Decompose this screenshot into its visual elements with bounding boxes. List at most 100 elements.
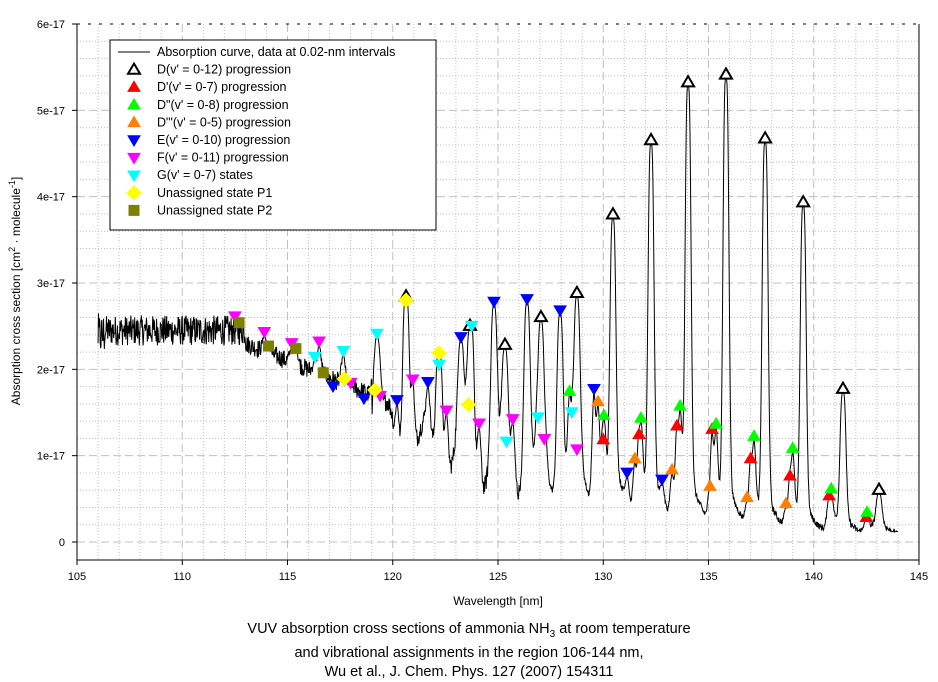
markers-layer [228,66,887,522]
legend: Absorption curve, data at 0.02-nm interv… [109,39,437,231]
data-marker [709,417,723,429]
data-marker [665,462,679,475]
legend-label: Unassigned state P2 [157,203,272,217]
y-tick-label: 2e-17 [37,364,65,376]
y-tick-labels: 0 1e-17 2e-17 3e-17 4e-17 5e-17 6e-17 [37,19,65,549]
legend-item-curve: Absorption curve, data at 0.02-nm interv… [118,45,395,59]
data-marker [460,397,477,413]
data-marker [795,194,811,208]
data-marker [533,309,549,323]
data-marker [591,394,605,407]
data-marker [257,326,272,339]
series-4-markers [326,294,669,487]
data-marker [290,343,302,355]
caption-line-2: and vibrational assignments in the regio… [294,644,644,661]
series-7-markers [336,292,477,413]
legend-marker [127,97,141,110]
y-tick-label: 4e-17 [37,192,65,204]
data-marker [307,352,322,364]
series-6-markers [307,320,579,449]
x-tick-label: 135 [699,571,717,583]
data-marker [390,395,404,407]
data-marker [233,317,245,329]
data-marker [743,451,758,464]
legend-label: D"(v' = 0-8) progression [157,98,289,112]
data-marker [263,340,275,352]
data-marker [472,418,486,431]
legend-marker [126,185,142,201]
legend-item: Unassigned state P2 [128,203,272,217]
legend-label: G(v' = 0-7) states [157,168,253,182]
x-tick-labels: 105 110 115 120 125 130 135 140 145 [68,571,928,583]
y-tick-label: 6e-17 [37,19,65,31]
data-marker [620,467,634,480]
legend-item: E(v' = 0-10) progression [127,133,290,147]
legend-label: E(v' = 0-10) progression [157,133,290,147]
axes [72,23,920,565]
y-axis-title: Absorption cross section [cm2 · molecule… [7,177,23,405]
data-marker [570,444,584,457]
data-marker [370,328,384,341]
legend-marker [127,115,141,128]
data-marker [783,468,797,481]
data-marker [421,377,435,389]
data-marker [228,311,242,324]
series-3-markers [591,394,793,509]
data-marker [487,296,501,309]
legend-label: D(v' = 0-12) progression [157,63,291,77]
data-marker [336,371,353,387]
figure-caption: VUV absorption cross sections of ammonia… [0,620,938,682]
legend-item: D"'(v' = 0-5) progression [127,115,291,129]
legend-label: Absorption curve, data at 0.02-nm interv… [157,45,395,59]
data-marker [871,481,887,495]
data-marker [643,132,659,146]
legend-item: Unassigned state P1 [126,185,272,201]
data-marker [454,332,468,344]
data-marker [655,474,669,487]
data-marker [757,130,773,144]
major-grid [77,24,919,560]
data-marker [505,414,520,426]
series-8-markers [233,317,329,379]
series-0-markers [398,66,887,495]
legend-label: D"'(v' = 0-5) progression [157,115,291,129]
legend-marker [127,152,141,165]
data-marker [367,382,383,398]
data-marker [439,405,454,418]
legend-item: F(v' = 0-11) progression [127,151,289,165]
legend-marker [127,80,141,92]
data-marker [398,292,414,308]
data-marker [785,441,800,453]
series-2-markers [562,384,874,517]
y-tick-label: 5e-17 [37,105,65,117]
data-marker [747,429,761,441]
legend-marker [128,204,140,216]
legend-label: D'(v' = 0-7) progression [157,80,287,94]
legend-box [109,39,437,231]
data-marker [587,383,601,396]
legend-item: D(v' = 0-12) progression [126,61,291,77]
data-marker [431,345,447,361]
x-tick-label: 125 [489,571,507,583]
x-tick-label: 110 [173,571,191,583]
legend-label: Unassigned state P1 [157,186,272,200]
x-tick-label: 145 [910,571,928,583]
legend-label: F(v' = 0-11) progression [157,151,289,165]
series-1-markers [596,418,874,522]
legend-item: G(v' = 0-7) states [127,168,253,182]
x-tick-label: 115 [279,571,297,583]
data-marker [779,496,793,509]
data-marker [357,393,371,406]
y-tick-label: 1e-17 [37,451,65,463]
data-marker [680,74,696,88]
data-marker [596,432,611,445]
caption-line-3: Wu et al., J. Chem. Phys. 127 (2007) 154… [324,663,614,680]
data-marker [822,488,836,501]
y-tick-label: 3e-17 [37,278,65,290]
data-marker [670,418,684,431]
data-marker [740,490,754,503]
data-marker [336,345,351,358]
x-tick-label: 130 [594,571,612,583]
data-marker [835,380,851,394]
data-marker [860,505,874,517]
